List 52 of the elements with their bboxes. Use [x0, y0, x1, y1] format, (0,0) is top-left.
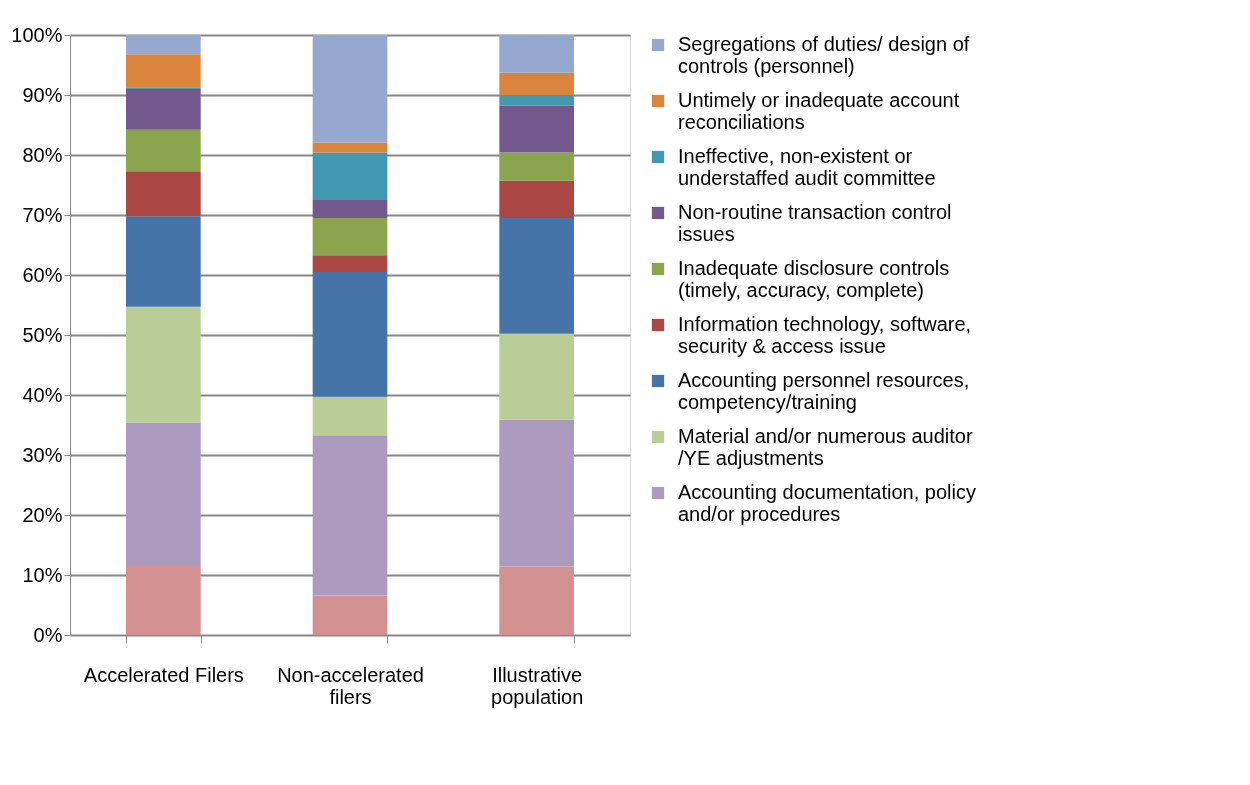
x-tick-label: Non-accelerated filers — [277, 663, 424, 708]
y-tick-label: 60% — [22, 263, 63, 286]
bar — [499, 95, 574, 106]
bar — [312, 35, 388, 143]
bar — [126, 89, 201, 130]
bar — [312, 218, 388, 256]
legend-label: Ineffective, non-existent or understaffed audit committee — [678, 145, 936, 189]
legend-label: Material and/or numerous auditor /YE adjustments — [678, 425, 973, 469]
bar — [312, 142, 388, 153]
bar — [126, 216, 201, 307]
y-tick-label: 50% — [22, 323, 63, 346]
bar — [126, 35, 201, 55]
y-tick-label: 100% — [11, 23, 63, 46]
x-tick-label: Illustrative population — [491, 663, 584, 708]
bar — [499, 105, 574, 153]
bar — [499, 419, 574, 567]
bar — [499, 566, 574, 635]
bar — [312, 396, 388, 436]
legend-label: Inadequate disclosure controls (timely, accuracy, complete) — [678, 257, 950, 301]
y-tick-label: 30% — [22, 443, 63, 466]
legend-label: Untimely or inadequate account reconciliations — [678, 89, 960, 133]
bar — [312, 152, 388, 200]
x-tick-label: Accelerated Filers — [83, 663, 244, 686]
bar — [126, 306, 201, 423]
y-tick-label: 0% — [33, 623, 63, 646]
bar — [312, 435, 388, 596]
bar — [312, 255, 388, 272]
bar — [499, 333, 574, 420]
y-tick-label: 70% — [22, 203, 63, 226]
bar — [499, 180, 574, 218]
bar — [312, 595, 388, 635]
legend-label: Accounting documentation, policy and/or procedures — [678, 481, 976, 525]
y-tick-label: 90% — [22, 83, 63, 106]
bar — [126, 129, 201, 172]
bar — [499, 152, 574, 181]
y-tick-label: 80% — [22, 143, 63, 166]
legend-label: Accounting personnel resources, competency/training — [678, 369, 970, 413]
bar — [126, 171, 201, 217]
bar — [499, 72, 574, 95]
bar — [126, 566, 201, 635]
y-tick-label: 20% — [22, 503, 63, 526]
legend-label: Information technology, software, security & access issue — [678, 313, 972, 357]
bar — [312, 200, 388, 218]
legend-label: Segregations of duties/ design of controls (personnel) — [678, 33, 970, 77]
bar — [126, 54, 201, 88]
bar — [499, 218, 574, 334]
y-tick-label: 40% — [22, 383, 63, 406]
bar — [499, 35, 574, 73]
bar — [312, 272, 388, 397]
legend-label: Non-routine transaction control issues — [678, 201, 952, 245]
y-tick-label: 10% — [22, 563, 63, 586]
bar — [126, 422, 201, 566]
